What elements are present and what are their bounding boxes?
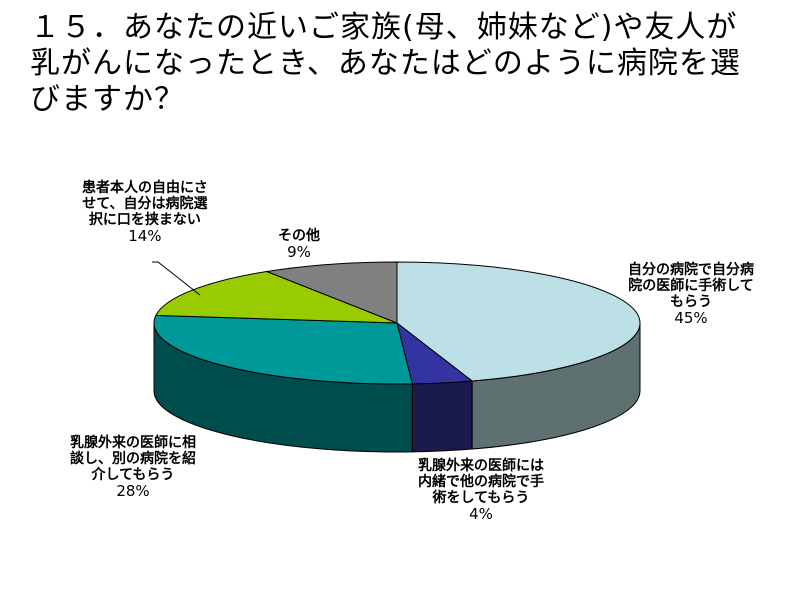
slice-value-own-hospital: 45% [674, 309, 708, 327]
slice-value-secret-other-hospital: 4% [469, 505, 493, 523]
leader-line-patient-choice [152, 261, 201, 296]
slice-label-other: その他 9% [278, 228, 320, 261]
slice-value-other: 9% [287, 243, 311, 261]
slice-value-patient-choice: 14% [128, 227, 162, 245]
slice-label-referral: 乳腺外来の医師に相 談し、別の病院を紹 介してもらう 28% [70, 435, 196, 500]
slice-value-referral: 28% [116, 482, 150, 500]
chart-title-line: 乳がんになったとき、あなたはどのように病院を選 [30, 46, 741, 81]
slice-label-patient-choice: 患者本人の自由にさ せて、自分は病院選 択に口を挟まない 14% [82, 180, 208, 245]
slice-label-own-hospital: 自分の病院で自分病 院の医師に手術して もらう 45% [628, 262, 754, 327]
pie-side-secret-other-hospital [411, 380, 473, 453]
pie-slice-other [264, 261, 398, 324]
pie-slice-referral [153, 314, 413, 385]
chart-title-line: びますか？ [30, 82, 185, 117]
slice-label-secret-other-hospital: 乳腺外来の医師には 内緒で他の病院で手 術をしてもらう 4% [418, 458, 544, 523]
chart-title: １５．あなたの近いご家族(母、姉妹など)や友人が 乳がんになったとき、あなたはど… [30, 10, 770, 118]
pie-slice-patient-choice [155, 270, 398, 324]
pie-slice-own-hospital [396, 261, 641, 382]
chart-title-line: １５．あなたの近いご家族(母、姉妹など)や友人が [30, 10, 738, 45]
